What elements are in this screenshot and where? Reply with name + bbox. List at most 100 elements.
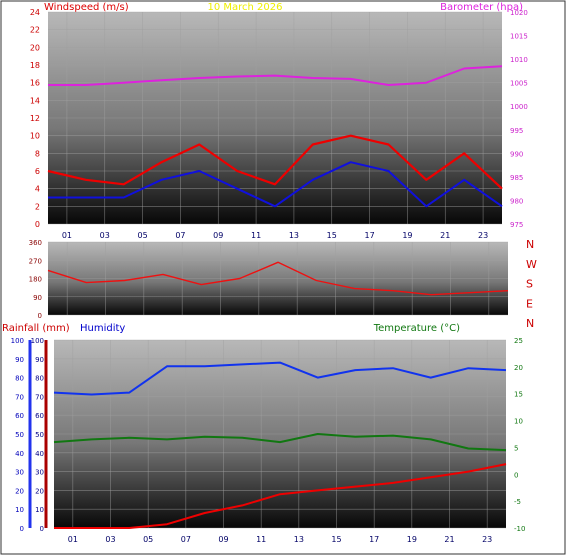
rain-x-tick-13: 13 bbox=[294, 535, 304, 544]
windspeed-axis-label: Windspeed (m/s) bbox=[44, 2, 129, 13]
direction-tick-270: 270 bbox=[29, 257, 42, 265]
barometer-tick-1015: 1015 bbox=[510, 33, 528, 41]
temperature-tick-10: 10 bbox=[514, 418, 523, 426]
barometer-axis-label: Barometer (hpa) bbox=[440, 2, 523, 13]
barometer-tick-980: 980 bbox=[510, 197, 523, 205]
rain-x-tick-21: 21 bbox=[444, 535, 454, 544]
temperature-tick-20: 20 bbox=[514, 364, 523, 372]
windspeed-average-line bbox=[48, 161, 503, 208]
windspeed-tick-16: 16 bbox=[30, 79, 40, 88]
rainfall-tick-100: 100 bbox=[11, 337, 24, 345]
humidity-axis-label: Humidity bbox=[80, 323, 125, 334]
windspeed-tick-6: 6 bbox=[35, 167, 40, 176]
direction-tick-180: 180 bbox=[29, 276, 42, 284]
compass-label-s: S bbox=[526, 278, 533, 291]
rainfall-tick-90: 90 bbox=[15, 356, 24, 364]
temperature-tick-15: 15 bbox=[514, 391, 523, 399]
wind-direction-line bbox=[47, 261, 509, 296]
temperature-tick--10: -10 bbox=[514, 525, 525, 533]
rain-x-tick-15: 15 bbox=[331, 535, 341, 544]
humidity-tick-70: 70 bbox=[35, 393, 44, 401]
rainfall-axis-label: Rainfall (mm) bbox=[2, 323, 70, 334]
humidity-tick-100: 100 bbox=[31, 337, 44, 345]
rain-x-tick-09: 09 bbox=[218, 535, 228, 544]
windspeed-tick-2: 2 bbox=[35, 202, 40, 211]
rainfall-tick-80: 80 bbox=[15, 375, 24, 383]
barometer-line bbox=[48, 65, 503, 86]
rain-x-tick-17: 17 bbox=[369, 535, 379, 544]
barometer-tick-975: 975 bbox=[510, 221, 523, 229]
humidity-tick-0: 0 bbox=[40, 525, 44, 533]
barometer-tick-995: 995 bbox=[510, 127, 523, 135]
barometer-tick-1005: 1005 bbox=[510, 80, 528, 88]
humidity-tick-80: 80 bbox=[35, 375, 44, 383]
wind-x-tick-21: 21 bbox=[440, 231, 450, 240]
rainfall-tick-70: 70 bbox=[15, 393, 24, 401]
windspeed-tick-20: 20 bbox=[30, 43, 40, 52]
humidity-tick-40: 40 bbox=[35, 450, 44, 458]
barometer-tick-990: 990 bbox=[510, 150, 523, 158]
humidity-tick-20: 20 bbox=[35, 487, 44, 495]
windspeed-tick-4: 4 bbox=[35, 185, 40, 194]
wind-x-tick-15: 15 bbox=[327, 231, 337, 240]
temperature-tick--5: -5 bbox=[514, 498, 521, 506]
temperature-tick-25: 25 bbox=[514, 337, 523, 345]
direction-tick-0: 0 bbox=[38, 312, 42, 320]
chart-date-title: 10 March 2026 bbox=[207, 2, 282, 13]
humidity-tick-60: 60 bbox=[35, 412, 44, 420]
wind-x-tick-07: 07 bbox=[175, 231, 185, 240]
temperature-line bbox=[53, 433, 507, 452]
barometer-tick-1020: 1020 bbox=[510, 9, 528, 17]
wind-x-tick-11: 11 bbox=[251, 231, 261, 240]
wind-x-tick-05: 05 bbox=[137, 231, 147, 240]
rainfall-tick-50: 50 bbox=[15, 431, 24, 439]
windspeed-tick-0: 0 bbox=[35, 220, 40, 229]
rain-x-tick-23: 23 bbox=[482, 535, 492, 544]
windspeed-tick-8: 8 bbox=[35, 149, 40, 158]
humidity-tick-10: 10 bbox=[35, 506, 44, 514]
rain-x-tick-07: 07 bbox=[181, 535, 191, 544]
compass-label-e: E bbox=[526, 297, 533, 310]
rainfall-tick-60: 60 bbox=[15, 412, 24, 420]
temperature-axis-label: Temperature (°C) bbox=[373, 323, 460, 334]
rainfall-tick-30: 30 bbox=[15, 469, 24, 477]
windspeed-tick-18: 18 bbox=[30, 61, 40, 70]
temperature-tick-5: 5 bbox=[514, 444, 518, 452]
wind-x-tick-03: 03 bbox=[100, 231, 110, 240]
rainfall-tick-10: 10 bbox=[15, 506, 24, 514]
wind-x-tick-23: 23 bbox=[478, 231, 488, 240]
direction-tick-90: 90 bbox=[33, 294, 42, 302]
rain-x-tick-19: 19 bbox=[407, 535, 417, 544]
humidity-tick-90: 90 bbox=[35, 356, 44, 364]
humidity-tick-50: 50 bbox=[35, 431, 44, 439]
rain-x-tick-05: 05 bbox=[143, 535, 153, 544]
compass-label-w: W bbox=[526, 258, 537, 271]
rainfall-line bbox=[54, 463, 507, 529]
rainfall-tick-20: 20 bbox=[15, 487, 24, 495]
compass-label-n: N bbox=[526, 238, 534, 251]
windspeed-tick-12: 12 bbox=[30, 114, 40, 123]
rain-x-tick-03: 03 bbox=[105, 535, 115, 544]
windspeed-line bbox=[47, 134, 503, 190]
barometer-tick-985: 985 bbox=[510, 174, 523, 182]
humidity-line bbox=[53, 361, 507, 396]
windspeed-tick-10: 10 bbox=[30, 132, 40, 141]
windspeed-tick-14: 14 bbox=[30, 96, 40, 105]
barometer-tick-1010: 1010 bbox=[510, 56, 528, 64]
wind-x-tick-17: 17 bbox=[364, 231, 374, 240]
windspeed-tick-24: 24 bbox=[30, 8, 40, 17]
temperature-tick-0: 0 bbox=[514, 471, 518, 479]
rainfall-tick-40: 40 bbox=[15, 450, 24, 458]
rain-x-tick-01: 01 bbox=[68, 535, 78, 544]
compass-label-n: N bbox=[526, 317, 534, 330]
rain-x-tick-11: 11 bbox=[256, 535, 266, 544]
wind-x-tick-01: 01 bbox=[62, 231, 72, 240]
barometer-tick-1000: 1000 bbox=[510, 103, 528, 111]
wind-x-tick-13: 13 bbox=[289, 231, 299, 240]
wind-x-tick-19: 19 bbox=[402, 231, 412, 240]
wind-x-tick-09: 09 bbox=[213, 231, 223, 240]
